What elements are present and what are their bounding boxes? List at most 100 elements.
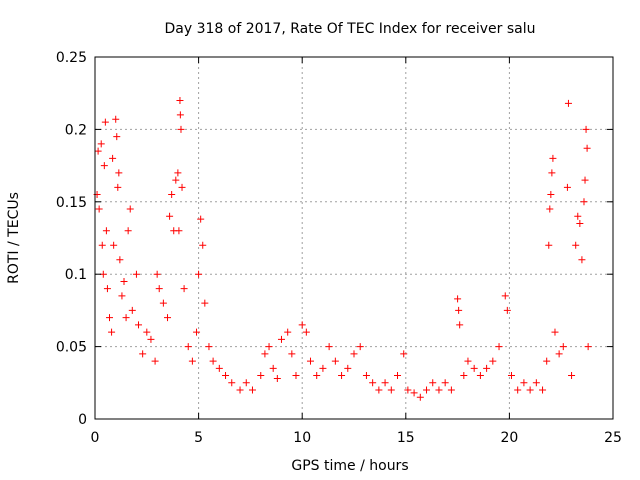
x-tick-label: 0 (91, 430, 100, 446)
data-point (313, 372, 321, 380)
data-point (582, 125, 590, 133)
data-point (265, 343, 273, 351)
data-point (400, 350, 408, 358)
data-point (503, 306, 511, 314)
data-point (102, 227, 110, 235)
y-axis-label: ROTI / TECUs (6, 192, 22, 284)
x-tick-label: 15 (397, 430, 415, 446)
data-point (302, 328, 310, 336)
data-point (288, 350, 296, 358)
data-point (199, 241, 207, 249)
data-point (205, 343, 213, 351)
data-point (100, 162, 108, 170)
data-point (464, 357, 472, 365)
x-tick-label: 5 (194, 430, 203, 446)
data-point (193, 328, 201, 336)
data-point (132, 270, 140, 278)
y-tick-label: 0 (78, 412, 87, 428)
y-tick-label: 0.2 (65, 122, 87, 138)
y-tick-label: 0.15 (56, 195, 87, 211)
data-point (548, 169, 556, 177)
data-point (549, 154, 557, 162)
data-point (563, 183, 571, 191)
data-point (155, 285, 163, 293)
y-tick-label: 0.05 (56, 340, 87, 356)
data-point (215, 364, 223, 372)
data-point (532, 379, 540, 387)
data-point (520, 379, 528, 387)
data-point (543, 357, 551, 365)
chart-title: Day 318 of 2017, Rate Of TEC Index for r… (164, 21, 535, 37)
data-point (113, 133, 121, 141)
data-point (269, 364, 277, 372)
data-point (584, 343, 592, 351)
y-tick-label: 0.1 (65, 267, 87, 283)
data-point (164, 314, 172, 322)
data-point (514, 386, 522, 394)
data-point (564, 99, 572, 107)
data-point (454, 295, 462, 303)
data-point (242, 379, 250, 387)
data-point (261, 350, 269, 358)
data-point (143, 328, 151, 336)
data-point (178, 183, 186, 191)
data-point (128, 306, 136, 314)
data-point (306, 357, 314, 365)
data-point (547, 191, 555, 199)
data-point (338, 372, 346, 380)
data-point (551, 328, 559, 336)
data-point (325, 343, 333, 351)
data-point (583, 144, 591, 152)
data-point (172, 176, 180, 184)
data-point (350, 350, 358, 358)
data-point (197, 215, 205, 223)
data-point (108, 328, 116, 336)
data-point (110, 241, 118, 249)
data-point (470, 364, 478, 372)
data-point (456, 321, 464, 329)
data-point (546, 205, 554, 213)
data-point (177, 125, 185, 133)
data-point (404, 386, 412, 394)
data-point (394, 372, 402, 380)
data-point (101, 118, 109, 126)
data-point (559, 343, 567, 351)
data-point (168, 191, 176, 199)
data-point (175, 227, 183, 235)
data-point (228, 379, 236, 387)
data-point (501, 292, 509, 300)
data-point (495, 343, 503, 351)
data-point (555, 350, 563, 358)
data-point (273, 374, 281, 382)
data-point (257, 372, 265, 380)
data-point (248, 386, 256, 394)
data-point (423, 386, 431, 394)
data-point (166, 212, 174, 220)
data-point (460, 372, 468, 380)
data-point (447, 386, 455, 394)
x-tick-label: 25 (604, 430, 622, 446)
data-point (545, 241, 553, 249)
data-point (103, 285, 111, 293)
data-point (476, 372, 484, 380)
data-point (98, 241, 106, 249)
data-point (381, 379, 389, 387)
data-point (435, 386, 443, 394)
data-point (201, 299, 209, 307)
data-point (120, 277, 128, 285)
data-point (118, 292, 126, 300)
x-tick-label: 10 (293, 430, 311, 446)
data-point (188, 357, 196, 365)
data-point (362, 372, 370, 380)
data-point (94, 147, 102, 155)
data-point (441, 379, 449, 387)
axis-ticks (94, 56, 614, 420)
data-points (93, 96, 592, 401)
data-point (277, 335, 285, 343)
data-point (139, 350, 147, 358)
data-point (581, 176, 589, 184)
data-point (539, 386, 547, 394)
data-point (429, 379, 437, 387)
data-point (135, 321, 143, 329)
